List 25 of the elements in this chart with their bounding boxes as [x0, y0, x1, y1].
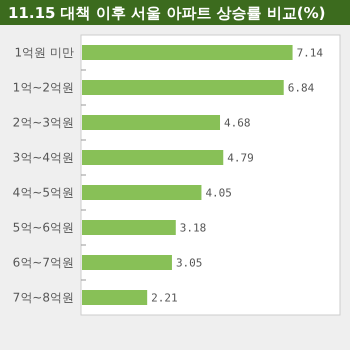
y-tick-label: 1억~2억원	[12, 80, 74, 94]
y-tick-label: 7억~8억원	[12, 290, 74, 304]
bar	[82, 220, 176, 235]
data-label: 4.05	[205, 186, 232, 200]
y-tick-label: 6억~7억원	[12, 256, 74, 270]
bar	[82, 80, 284, 95]
y-tick-label: 3억~4억원	[12, 150, 74, 164]
bar	[82, 290, 148, 305]
y-tick-label: 5억~6억원	[12, 220, 74, 234]
chart-title: 11.15 대책 이후 서울 아파트 상승률 비교(%)	[8, 4, 326, 22]
data-label: 7.14	[296, 46, 324, 60]
y-tick-label: 2억~3억원	[12, 116, 74, 130]
y-tick-label: 4억~5억원	[12, 186, 74, 200]
data-label: 6.84	[288, 82, 315, 94]
y-tick-label: 1억원 미만	[14, 46, 74, 60]
bar	[82, 115, 220, 130]
bar	[82, 185, 202, 200]
data-label: 3.05	[176, 256, 202, 270]
data-label: 3.18	[180, 222, 206, 234]
data-label: 4.79	[227, 152, 254, 164]
bar	[82, 150, 224, 165]
data-label: 4.68	[224, 116, 251, 130]
bar	[82, 255, 172, 270]
data-label: 2.21	[151, 292, 178, 304]
bar	[82, 45, 293, 60]
